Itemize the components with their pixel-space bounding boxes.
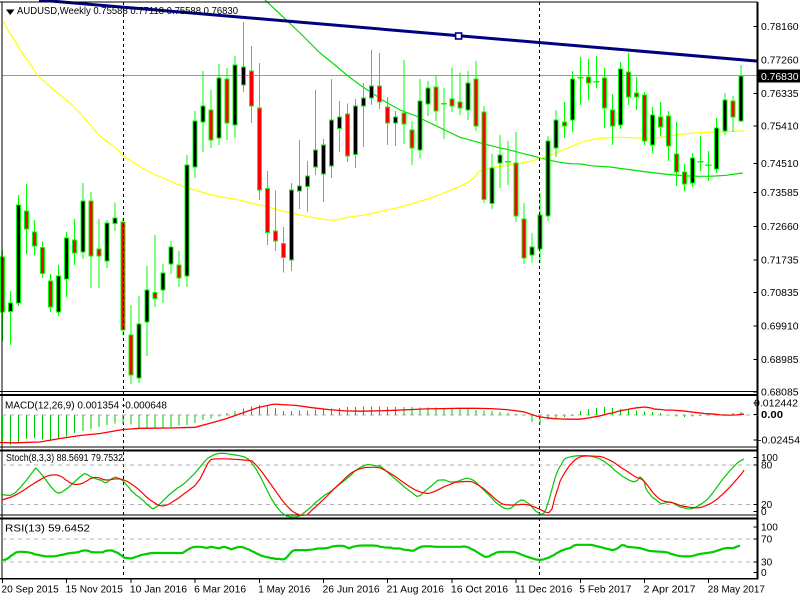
svg-text:2 Apr 2017: 2 Apr 2017 [644,585,696,596]
svg-text:MACD(12,26,9) 0.001354 -0.0006: MACD(12,26,9) 0.001354 -0.000648 [5,401,167,412]
svg-text:0.71735: 0.71735 [761,255,799,266]
svg-text:30: 30 [761,558,773,569]
svg-text:15 Nov 2015: 15 Nov 2015 [66,585,124,596]
svg-text:11 Dec 2016: 11 Dec 2016 [515,585,573,596]
svg-text:0.00: 0.00 [761,410,783,421]
svg-text:10 Jan 2016: 10 Jan 2016 [130,585,188,596]
svg-text:28 May 2017: 28 May 2017 [708,585,766,596]
svg-text:Stoch(8,3,3) 88.5691 79.7532: Stoch(8,3,3) 88.5691 79.7532 [6,453,123,464]
svg-text:0.76335: 0.76335 [761,89,799,100]
svg-text:0: 0 [761,507,767,518]
svg-text:0.75410: 0.75410 [761,122,799,133]
svg-text:0: 0 [761,568,767,579]
svg-text:0.72660: 0.72660 [761,222,799,233]
svg-text:0.78160: 0.78160 [761,22,799,33]
svg-text:0.77260: 0.77260 [761,56,799,67]
svg-text:-0.02454: -0.02454 [758,436,800,447]
svg-text:100: 100 [761,523,778,534]
svg-text:0.76830: 0.76830 [761,72,799,83]
svg-text:0.68085: 0.68085 [761,388,799,399]
svg-text:RSI(13) 59.6452: RSI(13) 59.6452 [5,524,90,535]
svg-text:0.69910: 0.69910 [761,322,799,333]
svg-text:80: 80 [761,461,773,472]
svg-text:26 Jun 2016: 26 Jun 2016 [323,585,381,596]
svg-text:0.73585: 0.73585 [761,188,799,199]
svg-text:16 Oct 2016: 16 Oct 2016 [451,585,509,596]
svg-text:0.68985: 0.68985 [761,355,799,366]
svg-text:5 Feb 2017: 5 Feb 2017 [579,585,631,596]
svg-text:70: 70 [761,535,773,546]
svg-text:20: 20 [761,500,773,511]
svg-text:100: 100 [761,453,778,464]
svg-text:1 May 2016: 1 May 2016 [258,585,310,596]
svg-text:0.70835: 0.70835 [761,288,799,299]
svg-text:0.012442: 0.012442 [754,399,798,410]
svg-text:6 Mar 2016: 6 Mar 2016 [194,585,246,596]
svg-text:0.74510: 0.74510 [761,159,799,170]
svg-text:AUDUSD,Weekly 0.75588 0.77118: AUDUSD,Weekly 0.75588 0.77118 0.75588 0.… [17,5,238,17]
svg-text:21 Aug 2016: 21 Aug 2016 [387,585,445,596]
svg-text:20 Sep 2015: 20 Sep 2015 [2,585,60,596]
